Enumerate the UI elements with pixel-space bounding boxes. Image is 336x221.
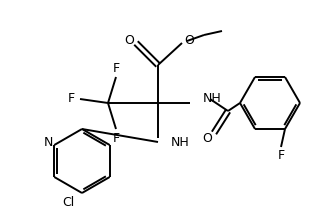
Text: O: O — [202, 131, 212, 145]
Text: F: F — [278, 149, 285, 162]
Text: O: O — [124, 34, 134, 46]
Text: NH: NH — [203, 91, 222, 105]
Text: NH: NH — [171, 137, 190, 149]
Text: F: F — [113, 131, 120, 145]
Text: Cl: Cl — [62, 196, 74, 210]
Text: F: F — [113, 61, 120, 74]
Text: N: N — [44, 137, 53, 149]
Text: F: F — [68, 93, 75, 105]
Text: O: O — [184, 34, 194, 46]
